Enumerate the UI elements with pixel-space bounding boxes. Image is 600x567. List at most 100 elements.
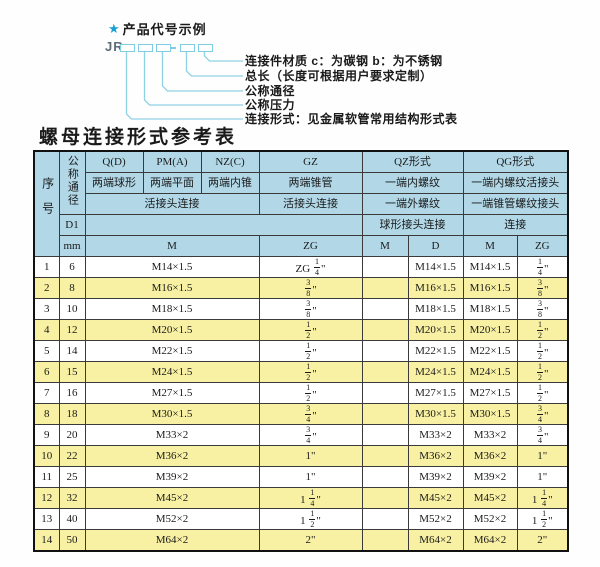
cell-serial: 1: [33, 256, 60, 278]
label-connection-form: 连接形式：见金属软管常用结构形式表: [245, 112, 458, 126]
header-qg-row4: 连接: [462, 214, 569, 236]
cell-qz-m: [361, 340, 409, 362]
header-gz-conn: 活接头连接: [258, 193, 363, 215]
cell-dn: 50: [58, 529, 86, 552]
cell-qg-m: M36×2: [462, 445, 518, 467]
cell-m: M36×2: [84, 445, 260, 467]
cell-dn: 18: [58, 403, 86, 425]
cell-m: M33×2: [84, 424, 260, 446]
cell-qg-m: M22×1.5: [462, 340, 518, 362]
cell-zg: 1": [258, 466, 363, 488]
cell-qg-zg: 3 4 ": [516, 424, 569, 446]
header-serial: 序号: [33, 150, 60, 257]
cell-dn: 20: [58, 424, 86, 446]
cell-qg-m: M27×1.5: [462, 382, 518, 404]
header-gz-unit: ZG: [258, 235, 363, 257]
cell-qg-zg: 1 2 ": [516, 382, 569, 404]
header-qz-row3: 一端外螺纹: [361, 193, 464, 215]
header-qg-row2: 一端内螺纹活接头: [462, 172, 569, 194]
code-box-1: [120, 44, 135, 52]
cell-qg-zg: 2": [516, 529, 569, 552]
cell-serial: 4: [33, 319, 60, 341]
cell-m: M52×2: [84, 508, 260, 530]
code-prefix: JR: [105, 39, 124, 54]
cell-zg: ZG 1 4 ": [258, 256, 363, 278]
cell-qz-m: [361, 466, 409, 488]
cell-dn: 8: [58, 277, 86, 299]
code-box-5: [198, 44, 213, 52]
header-q-code: Q(D): [84, 150, 144, 173]
header-pm-code: PM(A): [142, 150, 202, 173]
cell-dn: 22: [58, 445, 86, 467]
table-row: 12 32 M45×2 1 1 4 " M45×2 M45×2 1 1 4 ": [33, 487, 569, 509]
cell-qz-d: M39×2: [407, 466, 464, 488]
header-d1: D1: [58, 214, 86, 236]
cell-qz-m: [361, 298, 409, 320]
cell-m: M64×2: [84, 529, 260, 552]
cell-m: M27×1.5: [84, 382, 260, 404]
cell-serial: 11: [33, 466, 60, 488]
table-row: 5 14 M22×1.5 1 2 " M22×1.5 M22×1.5 1 2 ": [33, 340, 569, 362]
label-total-length: 总长（长度可根据用户要求定制）: [245, 69, 433, 83]
cell-qz-m: [361, 382, 409, 404]
cell-qz-m: [361, 508, 409, 530]
diagram-heading: ★ 产品代号示例: [108, 19, 207, 38]
header-gz-code: GZ: [258, 150, 363, 173]
cell-m: M18×1.5: [84, 298, 260, 320]
cell-qz-d: M64×2: [407, 529, 464, 552]
table-row: 13 40 M52×2 1 1 2 " M52×2 M52×2 1 1 2 ": [33, 508, 569, 530]
cell-zg: 3 8 ": [258, 298, 363, 320]
header-gz-desc: 两端锥管: [258, 172, 363, 194]
cell-qz-d: M22×1.5: [407, 340, 464, 362]
label-material: 连接件材质 c：为碳钢 b：为不锈钢: [245, 54, 443, 68]
header-qg-row3: 一端锥管螺纹接头: [462, 193, 569, 215]
cell-m: M14×1.5: [84, 256, 260, 278]
cell-qz-m: [361, 256, 409, 278]
cell-serial: 5: [33, 340, 60, 362]
header-qz-row4: 球形接头连接: [361, 214, 464, 236]
cell-qg-zg: 1": [516, 466, 569, 488]
cell-qz-d: M52×2: [407, 508, 464, 530]
cell-dn: 40: [58, 508, 86, 530]
cell-qz-m: [361, 424, 409, 446]
leader-lines: [125, 52, 243, 120]
cell-qg-zg: 1 1 4 ": [516, 487, 569, 509]
code-box-4: [180, 44, 195, 52]
cell-qz-m: [361, 529, 409, 552]
header-union-conn: 活接头连接: [84, 193, 260, 215]
cell-zg: 3 4 ": [258, 403, 363, 425]
cell-qg-m: M39×2: [462, 466, 518, 488]
cell-serial: 9: [33, 424, 60, 446]
cell-dn: 15: [58, 361, 86, 383]
cell-qg-m: M18×1.5: [462, 298, 518, 320]
cell-qg-zg: 1 2 ": [516, 361, 569, 383]
cell-serial: 12: [33, 487, 60, 509]
label-nominal-pressure: 公称压力: [245, 98, 296, 112]
cell-qz-d: M18×1.5: [407, 298, 464, 320]
table-row: 7 16 M27×1.5 1 2 " M27×1.5 M27×1.5 1 2 ": [33, 382, 569, 404]
header-qz-row2: 一端内螺纹: [361, 172, 464, 194]
cell-dn: 16: [58, 382, 86, 404]
cell-serial: 8: [33, 403, 60, 425]
cell-m: M39×2: [84, 466, 260, 488]
cell-serial: 13: [33, 508, 60, 530]
cell-qz-m: [361, 361, 409, 383]
table-row: 9 20 M33×2 3 4 " M33×2 M33×2 3 4 ": [33, 424, 569, 446]
cell-qg-zg: 3 8 ": [516, 277, 569, 299]
table-row: 3 10 M18×1.5 3 8 " M18×1.5 M18×1.5 3 8 ": [33, 298, 569, 320]
cell-qz-m: [361, 487, 409, 509]
header-mm: mm: [58, 235, 86, 257]
cell-m: M16×1.5: [84, 277, 260, 299]
cell-dn: 12: [58, 319, 86, 341]
cell-qz-m: [361, 445, 409, 467]
cell-zg: 1 2 ": [258, 382, 363, 404]
header-qg-unit1: M: [462, 235, 518, 257]
cell-qz-d: M36×2: [407, 445, 464, 467]
nut-connection-table: 序号 公称通径 Q(D) PM(A) NZ(C) GZ QZ形式 QG形式 两端…: [33, 150, 570, 552]
cell-serial: 3: [33, 298, 60, 320]
cell-qg-m: M52×2: [462, 508, 518, 530]
cell-qz-m: [361, 277, 409, 299]
header-m-unit: M: [84, 235, 260, 257]
header-qg-code: QG形式: [462, 150, 569, 173]
